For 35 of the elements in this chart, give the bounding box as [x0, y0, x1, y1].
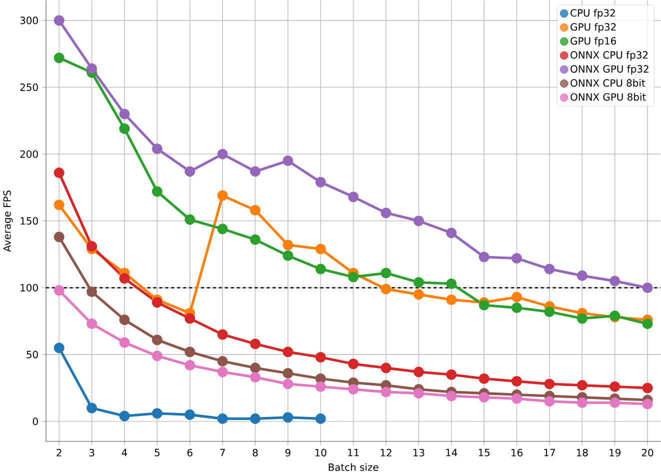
legend-label: ONNX GPU fp32: [570, 64, 648, 75]
x-tick-label: 14: [446, 448, 458, 456]
x-tick-label: 15: [478, 448, 490, 456]
x-tick-label: 13: [413, 448, 424, 456]
y-tick-label: 100: [20, 284, 38, 292]
y-tick-label: 150: [20, 217, 38, 225]
x-tick-label: 6: [187, 448, 192, 456]
x-axis-title: Batch size: [328, 463, 378, 471]
x-tick-label: 4: [122, 448, 128, 456]
x-tick-label: 20: [642, 448, 654, 456]
x-tick-label: 16: [512, 448, 522, 456]
x-tick-label: 19: [610, 448, 620, 456]
y-tick-label: 300: [20, 16, 38, 24]
x-tick-label: 3: [89, 448, 94, 456]
y-axis-title: Average FPS: [3, 190, 13, 252]
x-tick-label: 9: [285, 448, 290, 456]
y-tick-label: 200: [20, 150, 38, 158]
x-tick-label: 5: [154, 448, 160, 456]
legend-label: ONNX CPU 8bit: [570, 78, 646, 87]
legend-label: ONNX GPU 8bit: [570, 92, 646, 101]
y-tick-label: 50: [26, 350, 38, 358]
x-tick-label: 18: [576, 448, 588, 456]
y-tick-label: 250: [20, 83, 38, 91]
legend-label: ONNX CPU fp32: [570, 50, 648, 60]
x-tick-label: 12: [380, 448, 392, 456]
legend-label: CPU fp32: [570, 8, 615, 18]
legend-label: GPU fp32: [570, 22, 616, 32]
x-tick-label: 17: [544, 448, 555, 456]
x-tick-label: 11: [348, 448, 359, 456]
x-tick-label: 2: [56, 448, 62, 456]
legend-label: GPU fp16: [570, 36, 616, 46]
x-tick-label: 8: [252, 448, 258, 456]
y-tick-label: 0: [32, 417, 38, 426]
x-tick-label: 10: [315, 448, 326, 456]
x-tick-label: 7: [220, 448, 225, 456]
